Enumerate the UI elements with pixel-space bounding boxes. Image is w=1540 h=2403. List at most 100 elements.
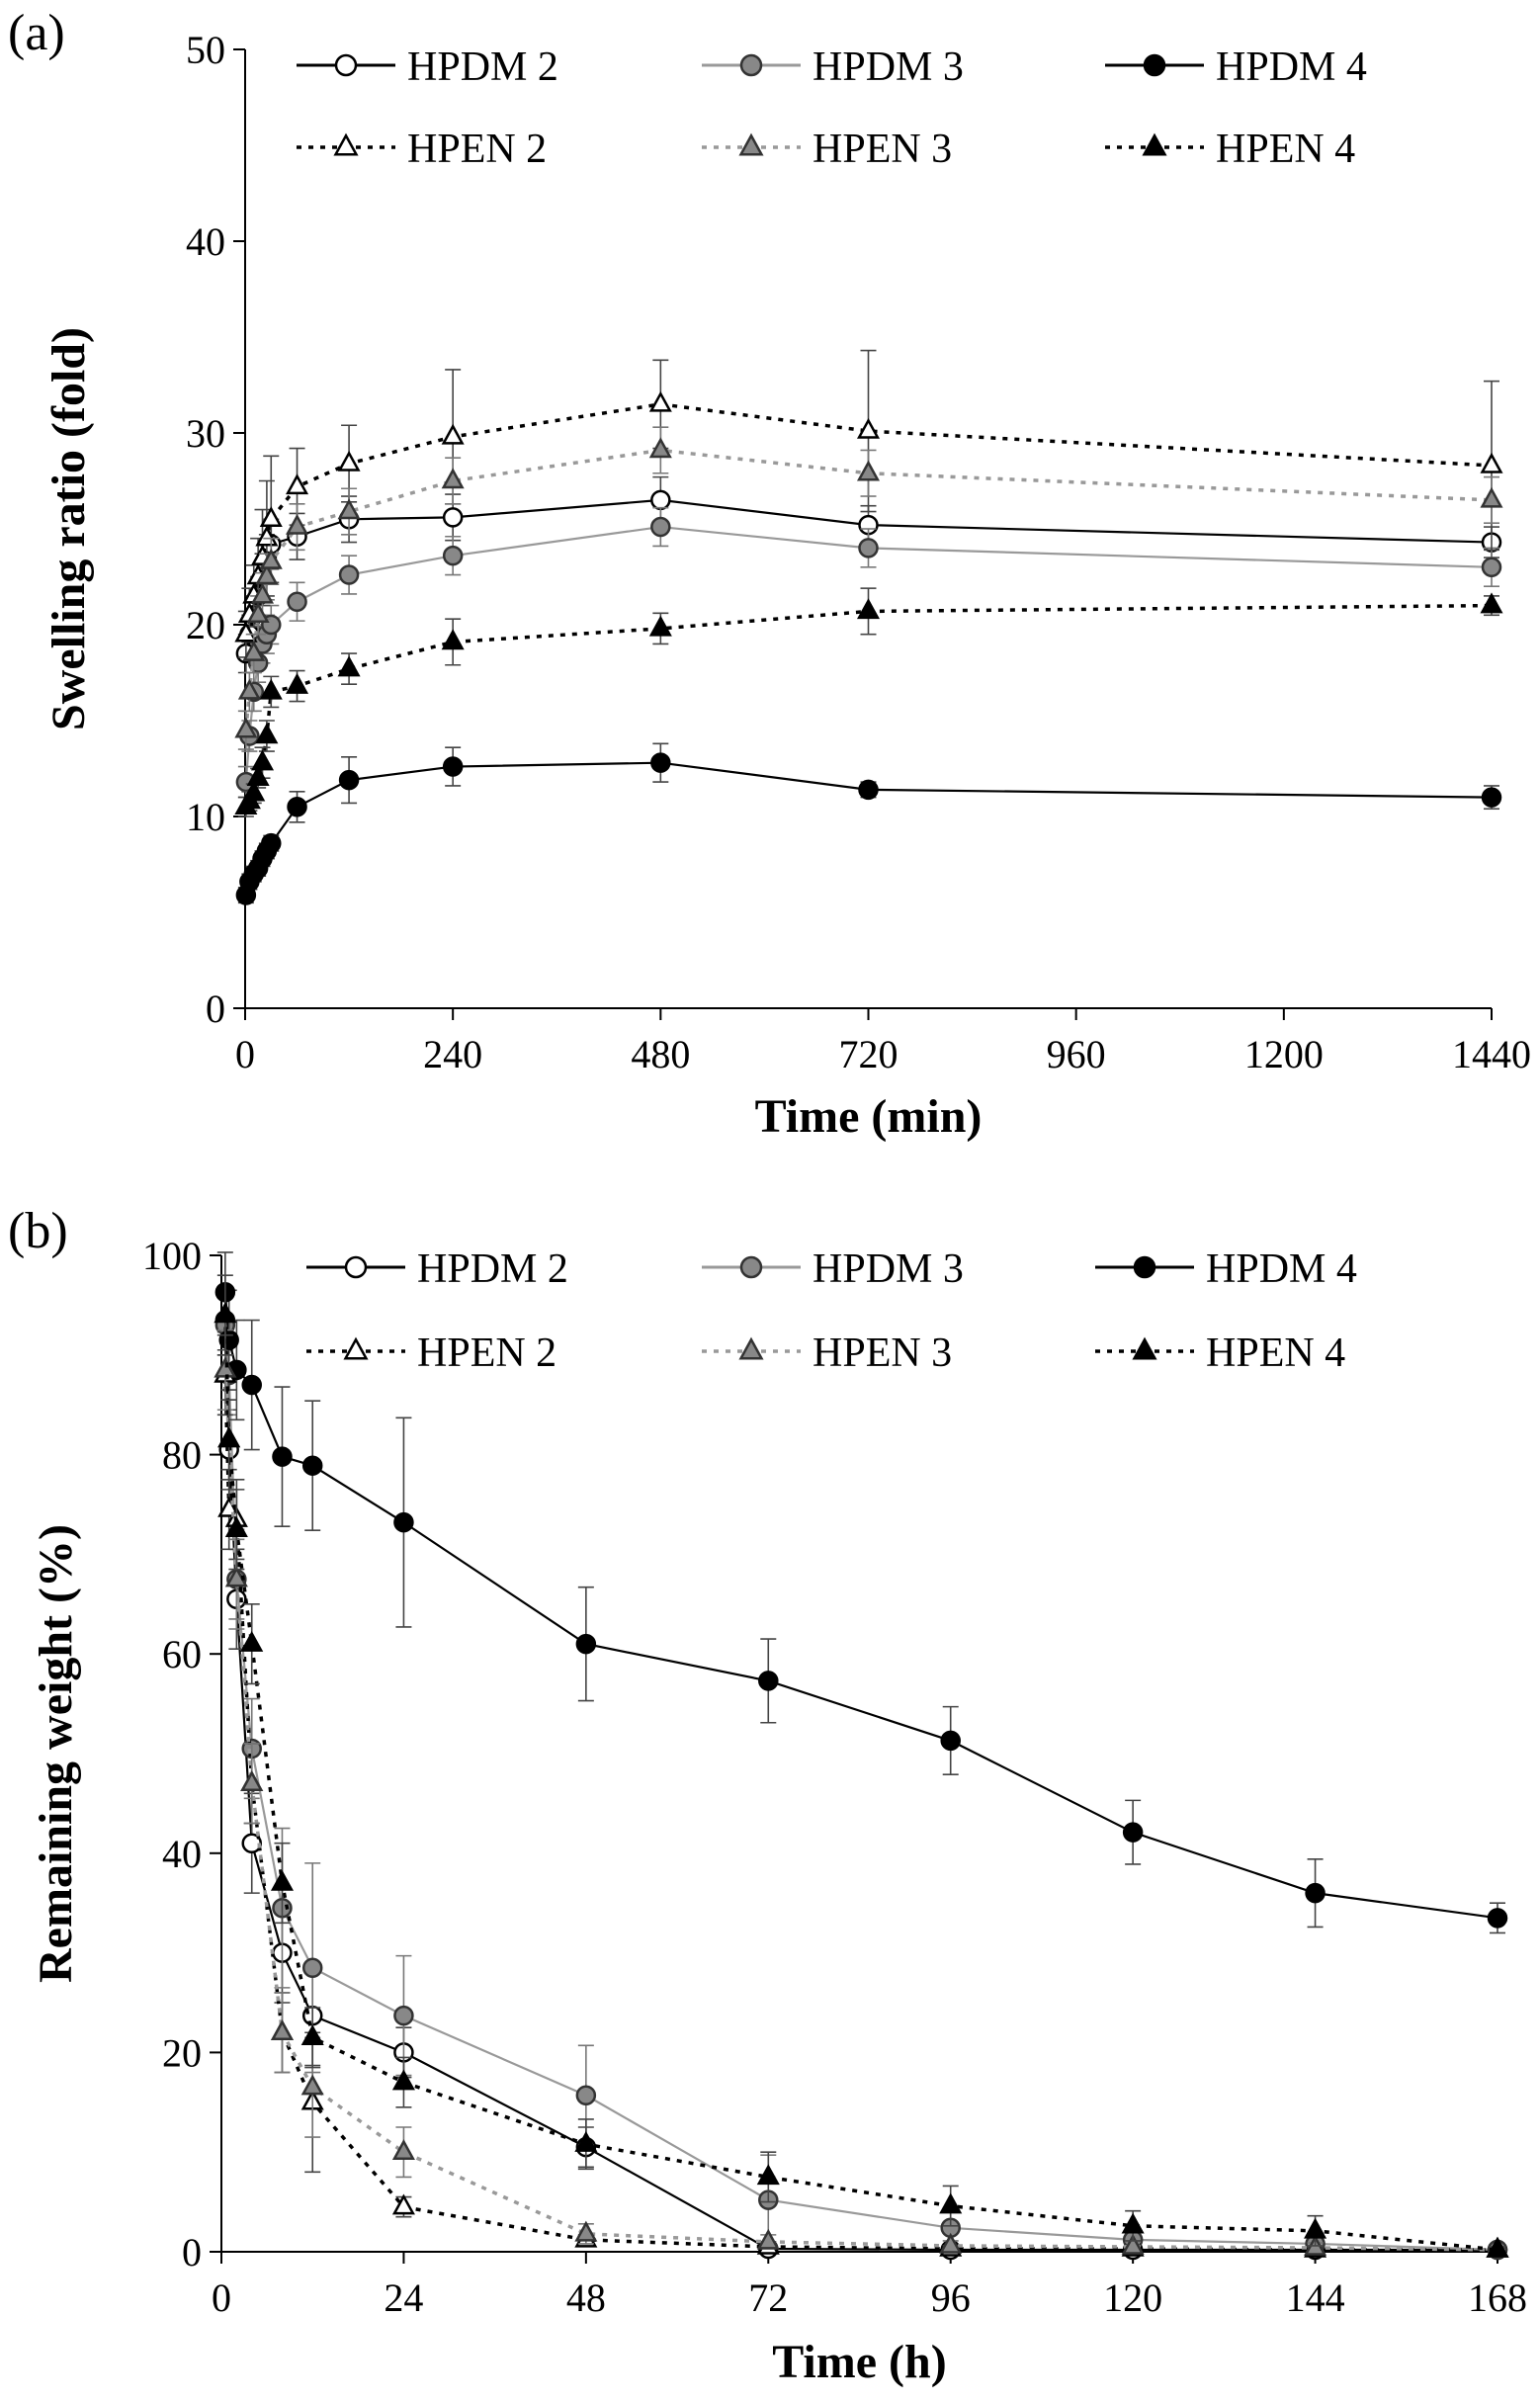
legend-label: HPDM 4 xyxy=(1206,1246,1357,1292)
data-point xyxy=(856,417,881,439)
data-point xyxy=(240,1630,264,1652)
data-point xyxy=(1121,2233,1145,2255)
data-point xyxy=(259,548,283,569)
data-point xyxy=(940,1730,961,1752)
legend-label: HPEN 3 xyxy=(813,127,952,172)
data-point xyxy=(255,563,279,585)
legend-item: HPEN 4 xyxy=(1105,127,1355,172)
x-tick-label: 1200 xyxy=(1244,1032,1324,1076)
data-point xyxy=(338,564,360,585)
data-point xyxy=(574,2130,598,2152)
data-point xyxy=(241,1374,262,1396)
x-tick-label: 960 xyxy=(1047,1032,1106,1076)
x-tick-label: 480 xyxy=(631,1032,690,1076)
data-point xyxy=(858,538,879,558)
legend-marker xyxy=(1142,132,1167,156)
legend-label: HPDM 2 xyxy=(417,1246,568,1292)
series-hpdm-4 xyxy=(214,1251,1508,1934)
data-point xyxy=(217,1426,241,1448)
legend-item: HPDM 3 xyxy=(702,44,964,90)
legend-marker xyxy=(343,1336,369,1360)
x-tick-label: 120 xyxy=(1103,2275,1162,2320)
data-point xyxy=(242,640,266,661)
legend-label: HPDM 2 xyxy=(407,44,558,90)
chart-panel-a: (a) 0 10 20 30 40 50 0 240 480 720 960 1200 1440 Time … xyxy=(8,5,1531,1143)
y-tick-label: 60 xyxy=(162,1632,202,1676)
x-axis-title: Time (h) xyxy=(772,2336,946,2388)
data-point xyxy=(441,468,465,489)
data-point xyxy=(650,489,671,511)
data-point xyxy=(218,1330,239,1350)
y-tick-label: 40 xyxy=(186,219,225,264)
data-point xyxy=(237,678,261,700)
series-line xyxy=(223,1292,1498,1920)
y-tick-label: 0 xyxy=(182,2230,202,2274)
series-line xyxy=(244,603,1493,809)
data-point xyxy=(301,1455,323,1476)
data-point xyxy=(442,507,464,528)
data-point xyxy=(338,769,360,791)
data-point xyxy=(286,672,309,694)
data-point xyxy=(270,2019,294,2040)
data-point xyxy=(648,390,672,412)
data-point xyxy=(287,797,307,817)
y-tick-label: 10 xyxy=(186,795,225,839)
data-point xyxy=(575,2085,597,2105)
data-point xyxy=(214,1302,237,1324)
data-point xyxy=(286,513,309,535)
legend-label: HPDM 3 xyxy=(813,1246,964,1292)
series-line xyxy=(223,1369,1498,2252)
x-tick-label: 0 xyxy=(235,1032,255,1076)
data-point xyxy=(300,2024,324,2046)
legend-label: HPEN 4 xyxy=(1216,127,1355,172)
y-tick-label: 30 xyxy=(186,411,225,456)
series-hpen-3 xyxy=(234,426,1503,750)
data-point xyxy=(234,621,258,643)
y-tick-label: 100 xyxy=(142,1234,202,1278)
data-point xyxy=(856,598,881,620)
series-hpen-3 xyxy=(214,1329,1509,2258)
legend: HPDM 2 HPDM 3 HPDM 4 HPEN 2 HPEN 3 HPEN 4 xyxy=(306,1246,1357,1376)
data-point xyxy=(270,1869,294,1891)
series-line xyxy=(223,1325,1498,2252)
data-point xyxy=(337,655,361,677)
x-tick-label: 24 xyxy=(384,2275,423,2320)
data-point xyxy=(1304,2217,1327,2239)
data-point xyxy=(234,717,258,738)
x-tick-label: 168 xyxy=(1468,2275,1527,2320)
data-point xyxy=(250,582,275,604)
data-point xyxy=(250,749,275,771)
series-line xyxy=(223,1315,1498,2252)
legend-item: HPEN 3 xyxy=(702,127,952,172)
data-point xyxy=(1487,1908,1508,1929)
data-point xyxy=(441,629,465,650)
y-tick-label: 20 xyxy=(186,603,225,647)
x-tick-label: 72 xyxy=(748,2275,788,2320)
legend-item: HPEN 3 xyxy=(702,1330,952,1376)
legend-marker xyxy=(1133,1255,1156,1279)
legend-marker xyxy=(738,1336,764,1360)
legend-label: HPDM 3 xyxy=(813,44,964,90)
data-point xyxy=(240,1770,264,1791)
legend-marker xyxy=(333,132,359,156)
data-point xyxy=(858,779,879,801)
data-point xyxy=(442,756,464,777)
data-point xyxy=(1486,2236,1509,2258)
legend-marker xyxy=(739,53,763,77)
x-tick-label: 720 xyxy=(839,1032,898,1076)
data-point xyxy=(441,423,465,445)
legend-item: HPEN 2 xyxy=(306,1330,556,1376)
series-line xyxy=(223,1320,1497,2252)
data-point xyxy=(246,602,270,624)
data-point xyxy=(391,2139,415,2160)
data-point xyxy=(287,591,307,612)
legend-label: HPEN 3 xyxy=(813,1330,952,1376)
data-point xyxy=(391,2069,415,2091)
legend-item: HPDM 2 xyxy=(306,1246,568,1292)
legend-label: HPDM 4 xyxy=(1216,44,1367,90)
legend-label: HPEN 4 xyxy=(1206,1330,1345,1376)
data-point xyxy=(574,2220,598,2242)
data-point xyxy=(337,498,361,520)
x-tick-label: 1440 xyxy=(1452,1032,1531,1076)
